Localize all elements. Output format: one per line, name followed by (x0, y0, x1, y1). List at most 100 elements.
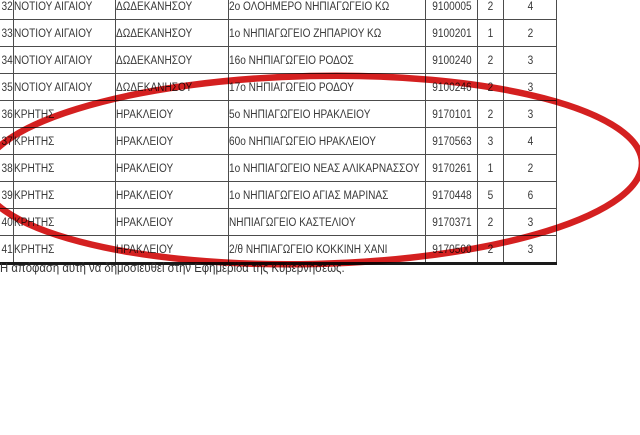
school-name-text: 1ο ΝΗΠΙΑΓΩΓΕΙΟ ΖΗΠΑΡΙΟΥ ΚΩ (229, 25, 382, 40)
school-code-text: 9100005 (431, 0, 472, 13)
value-2-text: 3 (527, 214, 533, 229)
value-1-text: 2 (487, 52, 494, 67)
region-text: ΝΟΤΙΟΥ ΑΙΓΑΙΟΥ (14, 0, 93, 13)
cell-region: ΚΡΗΤΗΣ (13, 181, 116, 209)
row-number-text: 41 (1, 241, 13, 256)
region-text: ΚΡΗΤΗΣ (14, 187, 55, 202)
cell-school-code: 9100005 (425, 0, 478, 20)
cell-region: ΝΟΤΙΟΥ ΑΙΓΑΙΟΥ (13, 0, 116, 20)
cell-row-number: 32 (0, 0, 14, 20)
cell-value-1: 3 (477, 127, 504, 155)
school-code-text: 9100240 (431, 52, 472, 67)
prefecture-text: ΗΡΑΚΛΕΙΟΥ (116, 160, 174, 175)
school-code-text: 9170448 (431, 187, 472, 202)
prefecture-text: ΗΡΑΚΛΕΙΟΥ (116, 106, 174, 121)
value-2-text: 3 (527, 79, 533, 94)
region-text: ΚΡΗΤΗΣ (14, 133, 55, 148)
cell-school-name: 60ο ΝΗΠΙΑΓΩΓΕΙΟ ΗΡΑΚΛΕΙΟΥ (228, 127, 426, 155)
table-row: 40 ΚΡΗΤΗΣ ΗΡΑΚΛΕΙΟΥ ΝΗΠΙΑΓΩΓΕΙΟ ΚΑΣΤΕΛΙΟ… (0, 208, 557, 236)
cell-region: ΚΡΗΤΗΣ (13, 208, 116, 236)
cell-school-name: ΝΗΠΙΑΓΩΓΕΙΟ ΚΑΣΤΕΛΙΟΥ (228, 208, 426, 236)
school-name-text: 1ο ΝΗΠΙΑΓΩΓΕΙΟ ΝΕΑΣ ΑΛΙΚΑΡΝΑΣΣΟΥ (229, 160, 420, 175)
cell-prefecture: ΔΩΔΕΚΑΝΗΣΟΥ (115, 73, 229, 101)
value-1-text: 5 (487, 187, 494, 202)
row-number-text: 40 (1, 214, 13, 229)
row-number-text: 34 (1, 52, 13, 67)
school-name-text: 60ο ΝΗΠΙΑΓΩΓΕΙΟ ΗΡΑΚΛΕΙΟΥ (229, 133, 377, 148)
cell-school-code: 9170371 (425, 208, 478, 236)
cell-school-name: 17ο ΝΗΠΙΑΓΩΓΕΙΟ ΡΟΔΟΥ (228, 73, 426, 101)
value-1-text: 2 (487, 241, 494, 256)
cell-prefecture: ΗΡΑΚΛΕΙΟΥ (115, 208, 229, 236)
value-2-text: 2 (527, 25, 533, 40)
cell-region: ΚΡΗΤΗΣ (13, 154, 116, 182)
region-text: ΚΡΗΤΗΣ (14, 241, 55, 256)
cell-prefecture: ΔΩΔΕΚΑΝΗΣΟΥ (115, 19, 229, 47)
cell-value-1: 2 (477, 208, 504, 236)
cell-region: ΝΟΤΙΟΥ ΑΙΓΑΙΟΥ (13, 19, 116, 47)
cell-region: ΝΟΤΙΟΥ ΑΙΓΑΙΟΥ (13, 73, 116, 101)
cell-school-code: 9170261 (425, 154, 478, 182)
cell-prefecture: ΗΡΑΚΛΕΙΟΥ (115, 181, 229, 209)
cell-prefecture: ΗΡΑΚΛΕΙΟΥ (115, 100, 229, 128)
cell-row-number: 39 (0, 181, 14, 209)
cell-prefecture: ΔΩΔΕΚΑΝΗΣΟΥ (115, 46, 229, 74)
school-code-text: 9170500 (431, 241, 472, 256)
value-2-text: 6 (527, 187, 533, 202)
cell-value-2: 4 (503, 127, 557, 155)
value-1-text: 1 (487, 25, 494, 40)
table-row: 39 ΚΡΗΤΗΣ ΗΡΑΚΛΕΙΟΥ 1ο ΝΗΠΙΑΓΩΓΕΙΟ ΑΓΙΑΣ… (0, 181, 557, 209)
cell-value-2: 4 (503, 0, 557, 20)
value-1-text: 2 (487, 79, 494, 94)
schools-table: 32 ΝΟΤΙΟΥ ΑΙΓΑΙΟΥ ΔΩΔΕΚΑΝΗΣΟΥ 2ο ΟΛΟΗΜΕΡ… (0, 0, 557, 265)
prefecture-text: ΔΩΔΕΚΑΝΗΣΟΥ (116, 0, 193, 13)
school-name-text: 2/θ ΝΗΠΙΑΓΩΓΕΙΟ ΚΟΚΚΙΝΗ ΧΑΝΙ (229, 241, 388, 256)
cell-school-code: 9100201 (425, 19, 478, 47)
row-number-text: 33 (1, 25, 13, 40)
region-text: ΝΟΤΙΟΥ ΑΙΓΑΙΟΥ (14, 79, 93, 94)
value-2-text: 3 (527, 241, 533, 256)
cell-prefecture: ΗΡΑΚΛΕΙΟΥ (115, 154, 229, 182)
schools-table-wrap: 32 ΝΟΤΙΟΥ ΑΙΓΑΙΟΥ ΔΩΔΕΚΑΝΗΣΟΥ 2ο ΟΛΟΗΜΕΡ… (0, 0, 557, 265)
cell-region: ΝΟΤΙΟΥ ΑΙΓΑΙΟΥ (13, 46, 116, 74)
row-number-text: 38 (1, 160, 13, 175)
cell-value-2: 2 (503, 19, 557, 47)
prefecture-text: ΗΡΑΚΛΕΙΟΥ (116, 133, 174, 148)
cell-region: ΚΡΗΤΗΣ (13, 127, 116, 155)
cell-school-name: 16ο ΝΗΠΙΑΓΩΓΕΙΟ ΡΟΔΟΣ (228, 46, 426, 74)
prefecture-text: ΔΩΔΕΚΑΝΗΣΟΥ (116, 25, 193, 40)
cell-school-name: 5ο ΝΗΠΙΑΓΩΓΕΙΟ ΗΡΑΚΛΕΙΟΥ (228, 100, 426, 128)
publication-note-text: Η απόφαση αυτή να δημοσιευθεί στην Εφημε… (0, 261, 345, 275)
prefecture-text: ΗΡΑΚΛΕΙΟΥ (116, 241, 174, 256)
row-number-text: 35 (1, 79, 13, 94)
table-row: 34 ΝΟΤΙΟΥ ΑΙΓΑΙΟΥ ΔΩΔΕΚΑΝΗΣΟΥ 16ο ΝΗΠΙΑΓ… (0, 46, 557, 74)
value-1-text: 3 (487, 133, 494, 148)
value-2-text: 4 (527, 0, 533, 13)
school-name-text: 16ο ΝΗΠΙΑΓΩΓΕΙΟ ΡΟΔΟΣ (229, 52, 354, 67)
cell-value-1: 2 (477, 100, 504, 128)
row-number-text: 36 (1, 106, 13, 121)
cell-row-number: 37 (0, 127, 14, 155)
cell-school-code: 9170563 (425, 127, 478, 155)
region-text: ΚΡΗΤΗΣ (14, 160, 55, 175)
school-name-text: 1ο ΝΗΠΙΑΓΩΓΕΙΟ ΑΓΙΑΣ ΜΑΡΙΝΑΣ (229, 187, 389, 202)
value-2-text: 3 (527, 52, 533, 67)
cell-value-1: 1 (477, 154, 504, 182)
cell-prefecture: ΔΩΔΕΚΑΝΗΣΟΥ (115, 0, 229, 20)
cell-row-number: 38 (0, 154, 14, 182)
cell-school-name: 1ο ΝΗΠΙΑΓΩΓΕΙΟ ΖΗΠΑΡΙΟΥ ΚΩ (228, 19, 426, 47)
school-name-text: ΝΗΠΙΑΓΩΓΕΙΟ ΚΑΣΤΕΛΙΟΥ (229, 214, 356, 229)
school-code-text: 9100201 (431, 25, 472, 40)
cell-school-code: 9170448 (425, 181, 478, 209)
cell-school-code: 9100240 (425, 46, 478, 74)
region-text: ΝΟΤΙΟΥ ΑΙΓΑΙΟΥ (14, 52, 93, 67)
value-2-text: 2 (527, 160, 533, 175)
school-code-text: 9170261 (431, 160, 472, 175)
cell-school-name: 1ο ΝΗΠΙΑΓΩΓΕΙΟ ΑΓΙΑΣ ΜΑΡΙΝΑΣ (228, 181, 426, 209)
table-row: 36 ΚΡΗΤΗΣ ΗΡΑΚΛΕΙΟΥ 5ο ΝΗΠΙΑΓΩΓΕΙΟ ΗΡΑΚΛ… (0, 100, 557, 128)
cell-value-2: 2 (503, 154, 557, 182)
row-number-text: 32 (1, 0, 13, 13)
value-1-text: 1 (487, 160, 494, 175)
row-number-text: 37 (1, 133, 13, 148)
